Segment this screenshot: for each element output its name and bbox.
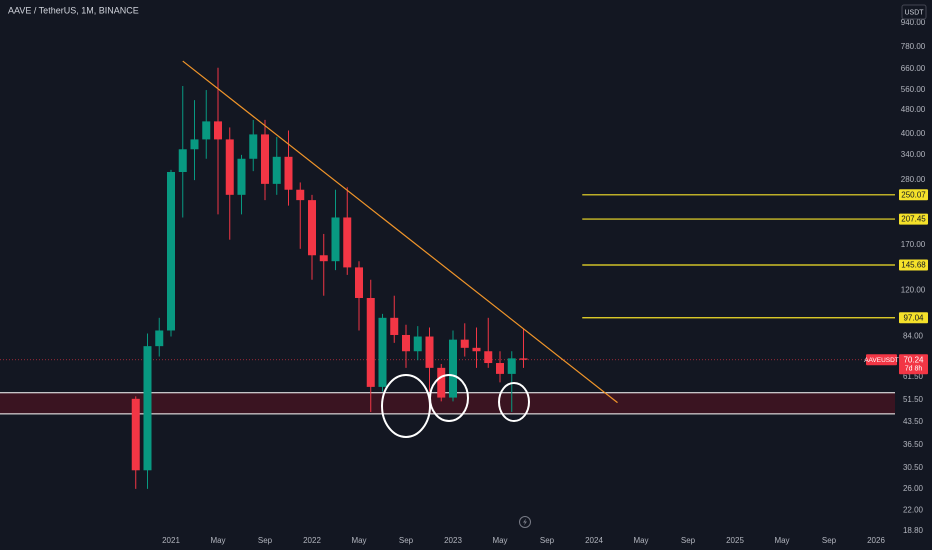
y-tick-label: 43.50: [903, 417, 924, 426]
y-tick-label: 280.00: [901, 175, 926, 184]
mark-layer: [131, 60, 895, 489]
candle-body: [343, 217, 352, 268]
candle-body: [249, 134, 258, 159]
candle-body: [472, 347, 481, 352]
y-tick-label: 400.00: [901, 129, 926, 138]
candle-body: [308, 200, 316, 256]
circle: [429, 374, 469, 422]
y-tick-label: 170.00: [901, 240, 926, 249]
candle-body: [261, 134, 269, 184]
level-tag: [899, 259, 928, 271]
level-label: 207.45: [901, 215, 926, 224]
x-tick-label: Sep: [258, 536, 273, 545]
y-tick-label: 480.00: [901, 105, 926, 114]
level-tag: [899, 312, 928, 324]
candle-body: [460, 339, 469, 348]
x-tick-label: 2025: [726, 536, 744, 545]
currency-label[interactable]: USDT: [904, 9, 924, 16]
level-label: 145.68: [901, 261, 926, 270]
y-tick-label: 36.50: [903, 440, 924, 449]
y-tick-label: 84.00: [903, 332, 924, 341]
x-tick-label: Sep: [399, 536, 414, 545]
level-label: 97.04: [903, 313, 924, 322]
lightning-icon: [519, 516, 531, 528]
candle-body: [484, 351, 493, 364]
candle-body: [519, 358, 528, 360]
y-tick-label: 61.50: [903, 372, 924, 381]
candle-body: [413, 336, 422, 352]
candle-body: [437, 367, 446, 398]
x-tick-label: 2021: [162, 536, 180, 545]
y-tick-label: 780.00: [901, 42, 926, 51]
x-tick-label: 2024: [585, 536, 603, 545]
support-zone: [0, 392, 895, 414]
circle: [498, 382, 530, 422]
candle-body: [378, 317, 387, 387]
x-tick-label: Sep: [540, 536, 555, 545]
y-tick-label: 560.00: [901, 85, 926, 94]
x-tick-label: May: [633, 536, 648, 545]
candle-body: [178, 149, 187, 173]
annotation-circles: [381, 374, 530, 438]
candle-body: [131, 398, 140, 471]
candle-body: [355, 267, 363, 298]
under-layer: [0, 359, 895, 415]
symbol-tag: [866, 354, 897, 366]
y-tick-label: 120.00: [901, 285, 926, 294]
candle-body: [225, 139, 234, 195]
candle-body: [190, 139, 199, 150]
price-tag: [899, 354, 928, 375]
candle-body: [496, 363, 504, 374]
x-tick-label: Sep: [822, 536, 837, 545]
candle-body: [237, 158, 246, 195]
x-tick-label: 2023: [444, 536, 462, 545]
candle-body: [284, 156, 293, 190]
level-tag: [899, 189, 928, 201]
y-tick-label: 18.80: [903, 526, 924, 535]
y-tick-label: 30.50: [903, 463, 924, 472]
candle-body: [143, 346, 152, 471]
candle-body: [402, 334, 410, 352]
y-tick-label: 22.00: [903, 506, 924, 515]
x-tick-label: 2026: [867, 536, 885, 545]
x-tick-label: 2022: [303, 536, 321, 545]
candle-body: [214, 121, 222, 140]
candle-body: [167, 172, 175, 331]
level-label: 250.07: [901, 190, 926, 199]
chart-title: AAVE / TetherUS, 1M, BINANCE: [8, 5, 139, 15]
x-tick-label: May: [774, 536, 789, 545]
candle-body: [425, 336, 434, 368]
candle-body: [202, 121, 211, 140]
y-tick-label: 26.00: [903, 484, 924, 493]
y-tick-label: 340.00: [901, 150, 926, 159]
x-tick-label: Sep: [681, 536, 696, 545]
candle-body: [331, 217, 340, 262]
x-tick-label: May: [210, 536, 225, 545]
last-price-label: 70.24: [903, 355, 924, 364]
candle-body: [390, 317, 399, 335]
candle-body: [155, 330, 164, 347]
y-tick-label: 660.00: [901, 64, 926, 73]
y-tick-label: 51.50: [903, 395, 924, 404]
symbol-label: AAVEUSDT: [864, 357, 899, 364]
x-tick-label: May: [351, 536, 366, 545]
label-layer: 940.00 780.00 660.00 560.00 480.00 400.00 340.…: [162, 18, 928, 545]
candle-body: [319, 255, 328, 262]
candle-body: [507, 358, 516, 374]
trendline: [182, 60, 618, 404]
candle-body: [449, 339, 457, 398]
countdown-label: 7d 8h: [905, 366, 923, 373]
currency-button[interactable]: [901, 4, 927, 20]
candle-body: [272, 156, 281, 184]
candle-body: [366, 297, 375, 387]
circle: [381, 374, 431, 438]
y-tick-label: 940.00: [901, 18, 926, 27]
x-tick-label: May: [492, 536, 507, 545]
level-tag: [899, 213, 928, 225]
candle-body: [296, 189, 305, 201]
